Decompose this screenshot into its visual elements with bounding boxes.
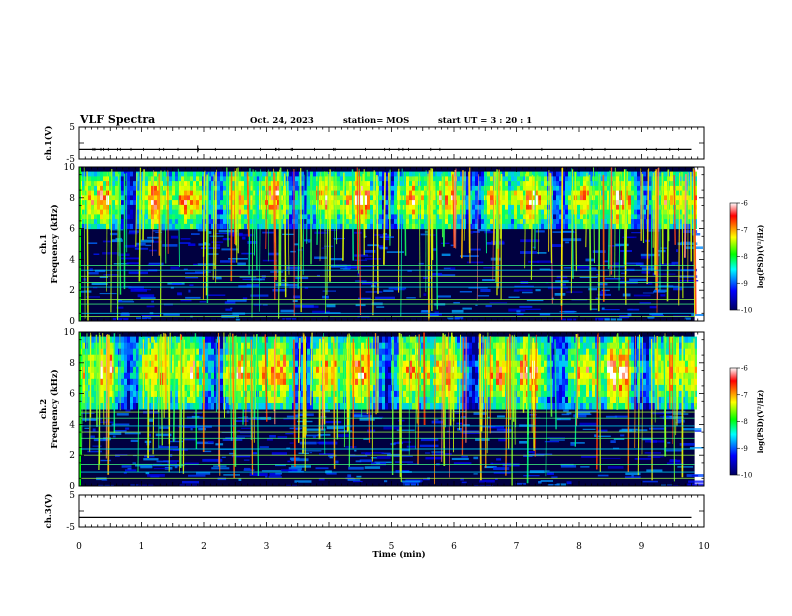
xtick-label: 2	[201, 542, 207, 552]
ch2-ytick-label: 2	[69, 451, 75, 461]
colorbar-tick-label: -7	[741, 226, 748, 234]
ch1-voltage-axis-label: ch.1(V)	[43, 126, 54, 161]
colorbar-label: log(PSD)(V²/Hz)	[756, 390, 765, 454]
ch1-ytick-label: 0	[69, 317, 75, 327]
xtick-label: 3	[264, 542, 270, 552]
colorbar-tick-label: -6	[741, 365, 748, 373]
figure-title: VLF Spectra	[79, 113, 155, 126]
xtick-label: 6	[451, 542, 457, 552]
date-label: Oct. 24, 2023	[250, 116, 314, 126]
ch2-freq-axis-label-line2: Frequency (kHz)	[49, 369, 60, 448]
colorbar-tick-label: -10	[741, 307, 752, 315]
colorbar-label: log(PSD)(V²/Hz)	[756, 225, 765, 289]
xtick-label: 1	[139, 542, 145, 552]
ch1-ytick-label: 8	[69, 194, 75, 204]
colorbar-1	[730, 203, 737, 310]
ch3-ytick-label: -5	[66, 523, 75, 533]
ch1-ytick-label: 2	[69, 286, 75, 296]
ch1-ytick-label: 5	[69, 123, 75, 133]
xtick-label: 4	[326, 542, 332, 552]
xtick-label: 0	[76, 542, 82, 552]
colorbars: -6 -7 -8 -9 -10 log(PSD)(V²/Hz) -6 -7 -8 -9 -10 log…	[730, 200, 765, 480]
colorbar-2	[730, 368, 737, 475]
xtick-label: 9	[639, 542, 645, 552]
ch2-ytick-label: 6	[69, 390, 75, 400]
ch1-spectrogram	[79, 167, 704, 324]
ch1-ytick-label: 4	[69, 255, 75, 265]
ch1-freq-axis-label-line2: Frequency (kHz)	[49, 204, 60, 283]
colorbar-tick-label: -10	[741, 472, 752, 480]
time-axis-label: Time (min)	[372, 549, 425, 560]
colorbar-tick-label: -8	[741, 253, 748, 261]
colorbar-tick-label: -7	[741, 391, 748, 399]
xtick-label: 7	[514, 542, 520, 552]
ch1-ytick-label: 10	[64, 163, 76, 173]
ch2-ytick-label: 10	[64, 328, 76, 338]
ch2-ytick-label: 4	[69, 420, 75, 430]
start-time-label: start UT = 3 : 20 : 1	[438, 116, 532, 126]
xtick-label: 8	[576, 542, 582, 552]
ch3-voltage-axis-label: ch.3(V)	[43, 494, 54, 529]
xtick-label: 10	[698, 542, 710, 552]
colorbar-tick-label: -8	[741, 418, 748, 426]
colorbar-tick-label: -9	[741, 280, 748, 288]
ch1-ytick-label: 6	[69, 225, 75, 235]
ch1-freq-axis-label-line1: ch.1	[39, 234, 49, 254]
ch1-waveform-trace	[79, 145, 692, 152]
station-label: station= MOS	[343, 116, 409, 126]
ch3-ytick-label: 5	[69, 491, 75, 501]
ch2-spectrogram	[79, 332, 706, 488]
ch2-ytick-label: 8	[69, 359, 75, 369]
ch2-freq-axis-label-line1: ch.2	[39, 399, 49, 419]
colorbar-tick-label: -6	[741, 200, 748, 208]
colorbar-tick-label: -9	[741, 445, 748, 453]
